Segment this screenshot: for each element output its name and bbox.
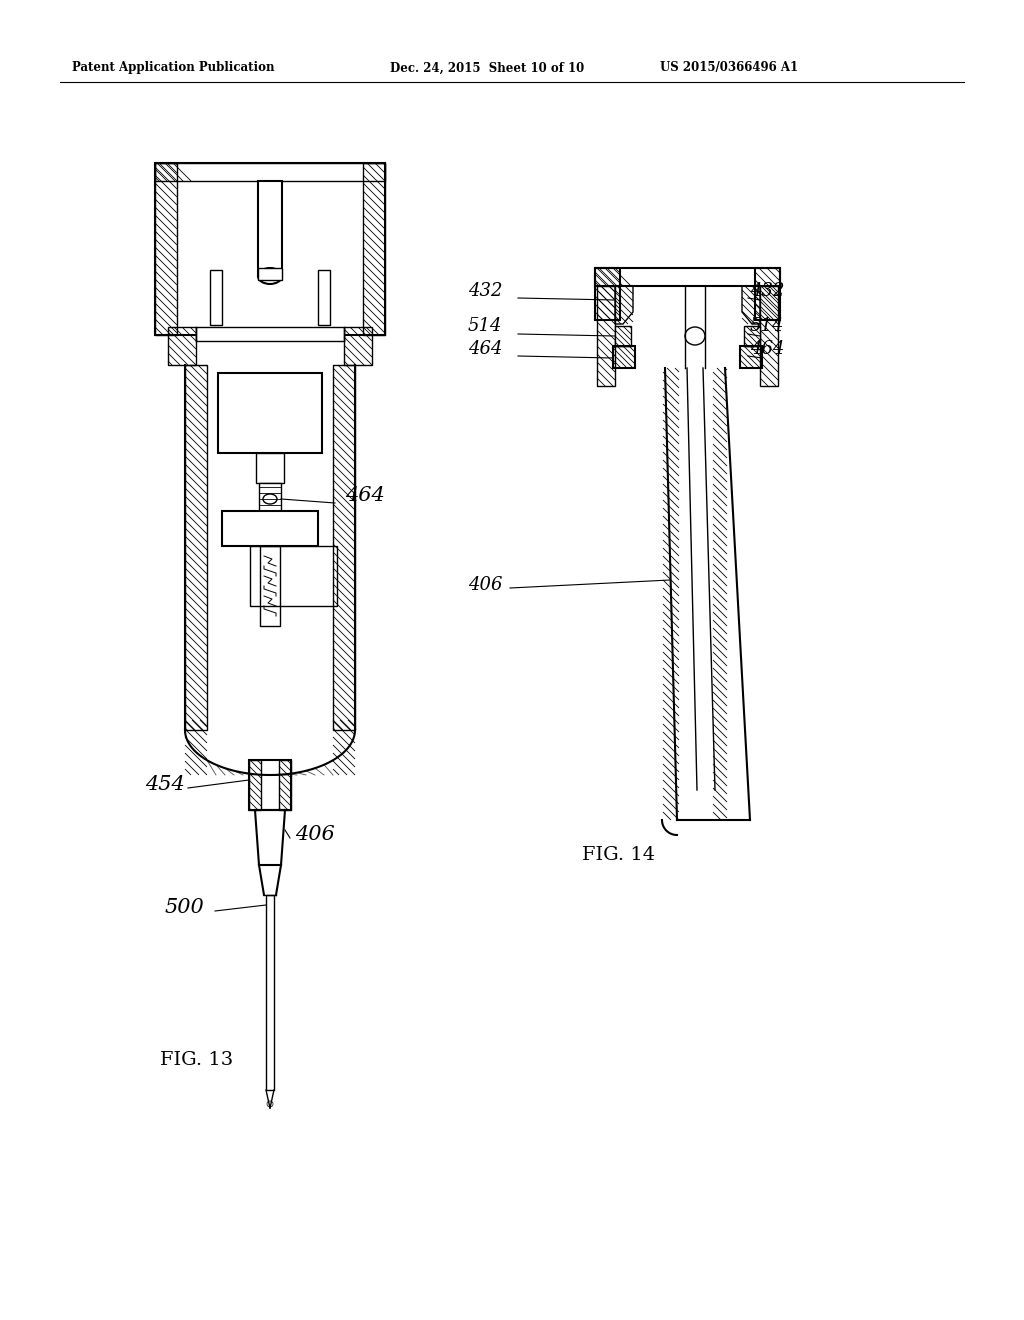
Text: 514: 514 (750, 317, 784, 335)
Bar (249, 760, 291, 810)
Bar (155, 162, 385, 335)
Bar (362, 162, 385, 335)
Bar (615, 326, 631, 346)
Text: Patent Application Publication: Patent Application Publication (72, 62, 274, 74)
Bar (258, 268, 282, 280)
Text: 454: 454 (145, 775, 184, 795)
Text: 514: 514 (468, 317, 503, 335)
Text: 406: 406 (295, 825, 335, 843)
Bar (318, 271, 330, 325)
Bar (613, 346, 635, 368)
Text: FIG. 13: FIG. 13 (160, 1051, 233, 1069)
Text: 432: 432 (750, 282, 784, 300)
Text: 464: 464 (345, 486, 385, 506)
Text: FIG. 14: FIG. 14 (582, 846, 655, 865)
Bar (155, 162, 177, 335)
Text: 464: 464 (468, 341, 503, 358)
Text: 500: 500 (165, 898, 205, 917)
Bar (595, 268, 780, 286)
Bar (218, 374, 322, 453)
Bar (333, 366, 355, 730)
Text: 464: 464 (750, 341, 784, 358)
Bar (266, 895, 274, 1090)
Text: 406: 406 (468, 576, 503, 594)
Bar (258, 181, 282, 276)
Bar (256, 453, 284, 483)
Ellipse shape (685, 327, 705, 345)
Bar (597, 286, 615, 385)
Bar (344, 327, 372, 366)
Bar (760, 286, 778, 385)
Ellipse shape (263, 494, 278, 504)
Text: US 2015/0366496 A1: US 2015/0366496 A1 (660, 62, 798, 74)
Bar (755, 268, 780, 319)
Bar (196, 327, 344, 341)
Bar (222, 511, 318, 546)
Circle shape (267, 1101, 273, 1107)
Bar (155, 162, 385, 181)
Bar (260, 546, 280, 626)
Bar (168, 327, 196, 366)
Bar (740, 346, 762, 368)
Ellipse shape (258, 268, 282, 284)
Bar (595, 268, 620, 319)
Bar (744, 326, 760, 346)
Bar (249, 760, 261, 810)
Bar (259, 483, 281, 511)
Bar (185, 366, 207, 730)
Bar (210, 271, 222, 325)
Bar (250, 546, 337, 606)
Text: 432: 432 (468, 282, 503, 300)
Text: Dec. 24, 2015  Sheet 10 of 10: Dec. 24, 2015 Sheet 10 of 10 (390, 62, 585, 74)
Bar (279, 760, 291, 810)
